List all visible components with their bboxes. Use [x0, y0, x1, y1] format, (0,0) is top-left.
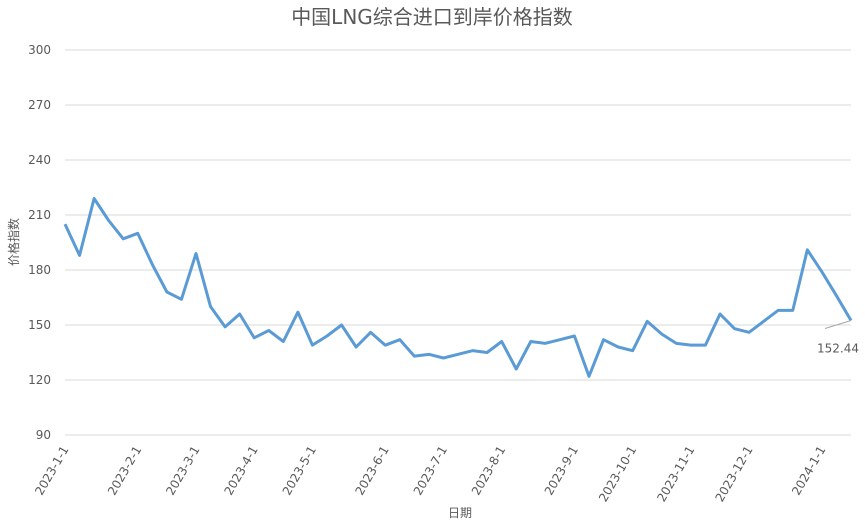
x-tick-label: 2023-12-1: [713, 444, 756, 505]
y-tick-label: 180: [28, 263, 51, 277]
y-tick-label: 210: [28, 208, 51, 222]
y-axis-label: 价格指数: [6, 218, 21, 266]
y-tick-label: 90: [36, 428, 51, 442]
label-leader: [824, 320, 852, 330]
x-tick-label: 2023-4-1: [221, 444, 260, 498]
x-tick-label: 2023-9-1: [542, 444, 581, 498]
x-tick-label: 2023-1-1: [32, 444, 71, 498]
x-tick-label: 2024-1-1: [789, 444, 828, 498]
y-tick-label: 120: [28, 373, 51, 387]
x-tick-label: 2023-5-1: [280, 444, 319, 498]
data-line: [63, 197, 853, 378]
x-tick-label: 2023-2-1: [105, 444, 144, 498]
y-tick-label: 150: [28, 318, 51, 332]
y-tick-label: 240: [28, 153, 51, 167]
data-label: 152.44: [817, 342, 859, 356]
x-tick-label: 2023-7-1: [411, 444, 450, 498]
chart-title: 中国LNG综合进口到岸价格指数: [291, 5, 573, 29]
x-tick-label: 2023-11-1: [654, 444, 697, 505]
y-tick-label: 300: [28, 43, 51, 57]
x-tick-label: 2023-3-1: [163, 444, 202, 498]
x-tick-label: 2023-8-1: [469, 443, 508, 497]
y-tick-label: 270: [28, 98, 51, 112]
x-tick-label: 2023-6-1: [352, 444, 391, 498]
x-tick-label: 2023-10-1: [596, 444, 639, 505]
x-axis-label: 日期: [448, 506, 472, 520]
